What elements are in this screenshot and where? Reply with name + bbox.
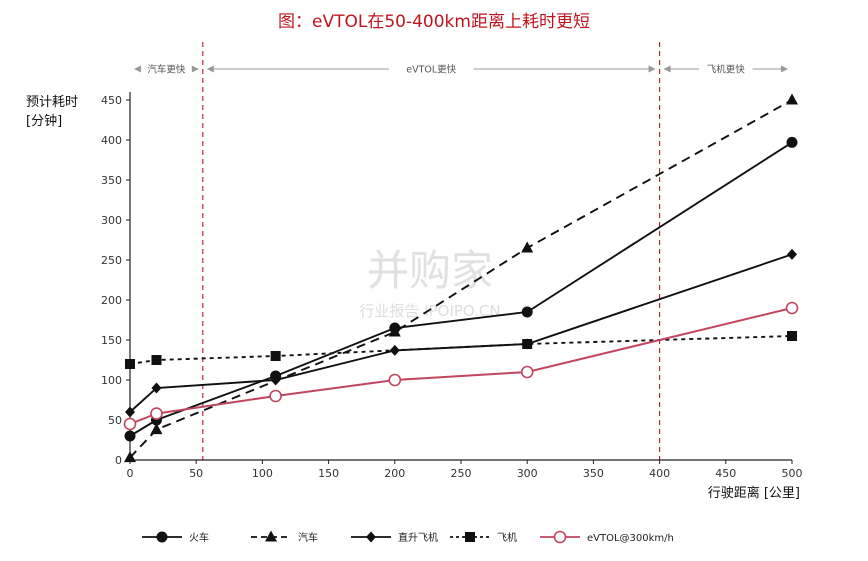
data-point — [521, 306, 533, 318]
series-line — [129, 335, 793, 365]
y-tick-label: 200 — [101, 294, 122, 307]
x-tick-label: 400 — [649, 467, 670, 480]
data-point — [151, 382, 162, 394]
data-point — [521, 241, 534, 253]
y-axis-title-line1: 预计耗时 — [26, 95, 78, 110]
zone-label: 汽车更快 — [147, 64, 186, 76]
x-tick-label: 0 — [127, 467, 134, 480]
x-tick-label: 100 — [252, 467, 273, 480]
data-point — [269, 389, 282, 403]
legend-marker — [265, 530, 277, 542]
x-tick-label: 300 — [517, 467, 538, 480]
legend-label: 飞机 — [497, 531, 517, 544]
y-tick-label: 400 — [101, 134, 122, 147]
legend-marker — [465, 532, 475, 542]
x-tick-label: 500 — [782, 467, 803, 480]
legend-label: 直升飞机 — [398, 531, 438, 544]
legend-label: 火车 — [189, 531, 209, 544]
series-line — [129, 253, 793, 413]
figure-title: 图：eVTOL在50-400km距离上耗时更短 — [278, 12, 590, 32]
data-point — [125, 406, 135, 418]
data-point — [124, 430, 136, 442]
y-axis-title-line2: [分钟] — [26, 113, 62, 129]
data-point — [150, 407, 163, 420]
x-tick-label: 150 — [318, 467, 339, 480]
legend-label: eVTOL@300km/h — [587, 533, 674, 544]
x-tick-label: 450 — [715, 467, 736, 480]
x-tick-label: 200 — [384, 467, 405, 480]
data-point — [123, 417, 137, 431]
zone-arrow-head-right — [648, 65, 656, 73]
data-point — [787, 248, 797, 260]
watermark: 并购家 行业报告 IPOIPO.CN — [359, 246, 500, 320]
data-point — [520, 365, 534, 379]
data-point — [151, 355, 162, 365]
y-tick-label: 350 — [101, 174, 122, 187]
legend-marker — [366, 531, 376, 543]
series-line — [129, 307, 793, 425]
y-tick-label: 450 — [101, 94, 122, 107]
x-tick-label: 250 — [451, 467, 472, 480]
y-tick-label: 100 — [101, 374, 122, 387]
zone-arrow-head-left — [206, 65, 214, 73]
y-tick-label: 300 — [101, 214, 122, 227]
data-point — [150, 423, 163, 435]
zone-arrow-head-right — [781, 65, 788, 73]
legend: 火车 汽车 直升飞机 飞机 eVTOL@300km/h — [142, 530, 674, 544]
zone-arrow-head-left — [663, 65, 671, 73]
legend-marker — [553, 530, 567, 544]
x-tick-label: 50 — [189, 467, 203, 480]
data-point — [787, 331, 797, 341]
series-3 — [125, 331, 797, 369]
zone-label: eVTOL更快 — [406, 64, 456, 76]
data-point — [786, 136, 798, 148]
data-point — [270, 351, 281, 361]
legend-marker — [156, 531, 168, 543]
y-tick-label: 150 — [101, 334, 122, 347]
y-tick-label: 250 — [101, 254, 122, 267]
y-tick-label: 50 — [108, 414, 122, 427]
series-4 — [123, 301, 799, 431]
series-1 — [124, 93, 798, 463]
y-tick-label: 0 — [115, 454, 122, 467]
zone-label: 飞机更快 — [707, 64, 746, 76]
legend-label: 汽车 — [298, 531, 318, 544]
zone-bands: 汽车更快 eVTOL更快 飞机更快 — [134, 42, 788, 460]
data-point — [125, 359, 135, 369]
data-point — [522, 339, 533, 349]
data-point — [124, 451, 136, 463]
zone-arrow-head-left — [134, 65, 141, 73]
x-tick-label: 350 — [583, 467, 604, 480]
watermark-main: 并购家 — [367, 246, 493, 295]
data-point — [388, 325, 401, 337]
zone-arrow-head-right — [191, 65, 199, 73]
data-point — [388, 373, 402, 387]
data-point — [786, 93, 798, 105]
series-layer — [123, 93, 799, 463]
axes: 0 50 100 150 200 250 300 350 400 450 500 0 50 100 150 2… — [101, 92, 803, 480]
data-point — [270, 374, 281, 386]
x-axis-title: 行驶距离 [公里] — [708, 485, 800, 501]
data-point — [785, 301, 799, 315]
watermark-sub: 行业报告 IPOIPO.CN — [359, 302, 500, 320]
